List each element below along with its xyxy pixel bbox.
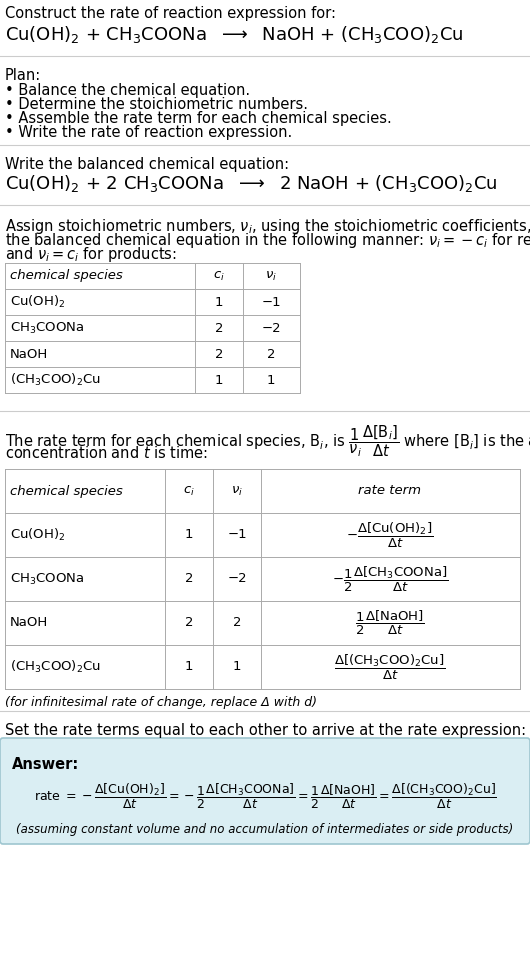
Text: 1: 1 xyxy=(185,661,193,673)
Text: • Determine the stoichiometric numbers.: • Determine the stoichiometric numbers. xyxy=(5,97,308,112)
Text: −2: −2 xyxy=(227,573,247,586)
Text: 1: 1 xyxy=(185,528,193,542)
Text: $-\dfrac{\Delta[\mathrm{Cu(OH)_2}]}{\Delta t}$: $-\dfrac{\Delta[\mathrm{Cu(OH)_2}]}{\Del… xyxy=(347,520,434,549)
FancyBboxPatch shape xyxy=(0,738,530,844)
Text: 1: 1 xyxy=(215,374,223,386)
Text: CH$_3$COONa: CH$_3$COONa xyxy=(10,320,84,336)
Text: concentration and $t$ is time:: concentration and $t$ is time: xyxy=(5,445,208,461)
Text: the balanced chemical equation in the following manner: $\nu_i = -c_i$ for react: the balanced chemical equation in the fo… xyxy=(5,231,530,250)
Text: 1: 1 xyxy=(267,374,275,386)
Text: (for infinitesimal rate of change, replace Δ with d): (for infinitesimal rate of change, repla… xyxy=(5,696,317,709)
Text: $\dfrac{1}{2}\dfrac{\Delta[\mathrm{NaOH}]}{\Delta t}$: $\dfrac{1}{2}\dfrac{\Delta[\mathrm{NaOH}… xyxy=(355,609,425,637)
Text: $\nu_i$: $\nu_i$ xyxy=(231,484,243,498)
Text: Construct the rate of reaction expression for:: Construct the rate of reaction expressio… xyxy=(5,6,336,21)
Text: (CH$_3$COO)$_2$Cu: (CH$_3$COO)$_2$Cu xyxy=(10,659,101,675)
Text: • Write the rate of reaction expression.: • Write the rate of reaction expression. xyxy=(5,125,292,140)
Text: 1: 1 xyxy=(215,296,223,308)
Text: −1: −1 xyxy=(261,296,281,308)
Text: 2: 2 xyxy=(185,573,193,586)
Text: rate term: rate term xyxy=(358,484,421,498)
Text: Answer:: Answer: xyxy=(12,757,80,772)
Text: The rate term for each chemical species, B$_i$, is $\dfrac{1}{\nu_i}\dfrac{\Delt: The rate term for each chemical species,… xyxy=(5,423,530,459)
Text: 2: 2 xyxy=(267,347,275,360)
Text: 2: 2 xyxy=(185,617,193,630)
Text: $-\dfrac{1}{2}\dfrac{\Delta[\mathrm{CH_3COONa}]}{\Delta t}$: $-\dfrac{1}{2}\dfrac{\Delta[\mathrm{CH_3… xyxy=(332,564,448,593)
Text: −1: −1 xyxy=(227,528,247,542)
Text: Cu(OH)$_2$: Cu(OH)$_2$ xyxy=(10,527,65,543)
Text: $\dfrac{\Delta[\mathrm{(CH_3COO)_2Cu}]}{\Delta t}$: $\dfrac{\Delta[\mathrm{(CH_3COO)_2Cu}]}{… xyxy=(334,652,446,681)
Text: −2: −2 xyxy=(261,321,281,335)
Text: Cu(OH)$_2$ + 2 CH$_3$COONa  $\longrightarrow$  2 NaOH + (CH$_3$COO)$_2$Cu: Cu(OH)$_2$ + 2 CH$_3$COONa $\longrightar… xyxy=(5,173,498,194)
Text: chemical species: chemical species xyxy=(10,269,123,282)
Text: Assign stoichiometric numbers, $\nu_i$, using the stoichiometric coefficients, $: Assign stoichiometric numbers, $\nu_i$, … xyxy=(5,217,530,236)
Text: 1: 1 xyxy=(233,661,241,673)
Text: Write the balanced chemical equation:: Write the balanced chemical equation: xyxy=(5,157,289,172)
Text: $c_i$: $c_i$ xyxy=(213,269,225,282)
Text: • Balance the chemical equation.: • Balance the chemical equation. xyxy=(5,83,250,98)
Text: Cu(OH)$_2$ + CH$_3$COONa  $\longrightarrow$  NaOH + (CH$_3$COO)$_2$Cu: Cu(OH)$_2$ + CH$_3$COONa $\longrightarro… xyxy=(5,24,463,45)
Text: Cu(OH)$_2$: Cu(OH)$_2$ xyxy=(10,294,65,310)
Text: and $\nu_i = c_i$ for products:: and $\nu_i = c_i$ for products: xyxy=(5,245,177,264)
Text: 2: 2 xyxy=(215,321,223,335)
Text: rate $= -\dfrac{\Delta[\mathrm{Cu(OH)_2}]}{\Delta t} = -\dfrac{1}{2}\dfrac{\Delt: rate $= -\dfrac{\Delta[\mathrm{Cu(OH)_2}… xyxy=(33,782,497,810)
Text: 2: 2 xyxy=(215,347,223,360)
Text: $\nu_i$: $\nu_i$ xyxy=(265,269,277,282)
Text: (assuming constant volume and no accumulation of intermediates or side products): (assuming constant volume and no accumul… xyxy=(16,823,514,836)
Text: NaOH: NaOH xyxy=(10,347,48,360)
Text: Set the rate terms equal to each other to arrive at the rate expression:: Set the rate terms equal to each other t… xyxy=(5,723,526,738)
Text: chemical species: chemical species xyxy=(10,484,123,498)
Text: 2: 2 xyxy=(233,617,241,630)
Text: $c_i$: $c_i$ xyxy=(183,484,195,498)
Text: • Assemble the rate term for each chemical species.: • Assemble the rate term for each chemic… xyxy=(5,111,392,126)
Text: NaOH: NaOH xyxy=(10,617,48,630)
Text: Plan:: Plan: xyxy=(5,68,41,83)
Text: CH$_3$COONa: CH$_3$COONa xyxy=(10,572,84,587)
Text: (CH$_3$COO)$_2$Cu: (CH$_3$COO)$_2$Cu xyxy=(10,372,101,388)
